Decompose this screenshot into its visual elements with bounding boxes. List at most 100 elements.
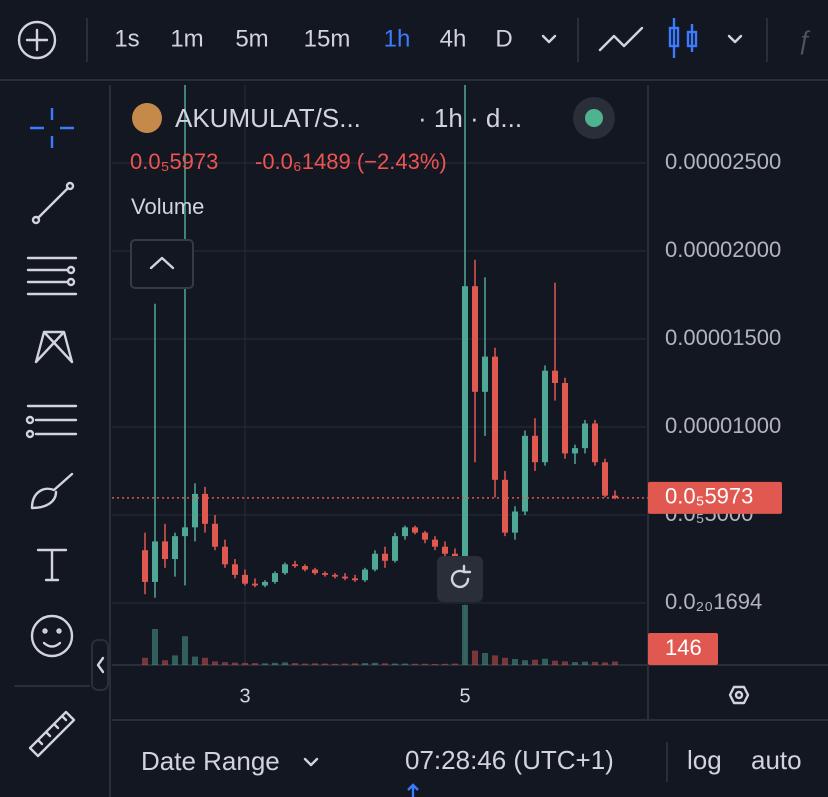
volume-bar (362, 663, 368, 665)
auto-toggle[interactable]: auto (751, 745, 802, 775)
candle-body (282, 564, 288, 574)
footer: Date Range 07:28:46 (UTC+1) log auto (141, 742, 802, 797)
trendline-tool[interactable] (31, 181, 75, 225)
volume-bar (312, 663, 318, 665)
date-range[interactable]: Date Range (141, 746, 280, 776)
volume-bar (552, 660, 558, 665)
volume-tag (648, 633, 718, 665)
volume-bar (432, 664, 438, 665)
candle-body (222, 546, 228, 565)
candle-body (342, 576, 348, 579)
volume-bar (212, 661, 218, 665)
volume-bar (332, 663, 338, 665)
volume-bar (462, 605, 468, 665)
interval-button[interactable]: 1s (114, 25, 139, 52)
pattern-tool[interactable] (34, 330, 74, 364)
text-tool[interactable] (36, 548, 68, 582)
candle-body (532, 435, 538, 463)
volume-bar (142, 657, 148, 665)
interval-button[interactable]: 15m (304, 25, 351, 52)
price-change: -0.0₆1489 (−2.43%) (255, 149, 447, 174)
candle-body (242, 574, 248, 584)
interval-button[interactable]: 1h (384, 25, 411, 52)
emoji-tool[interactable] (30, 614, 74, 658)
ruler-tool[interactable] (28, 710, 76, 758)
candle-body (522, 435, 528, 512)
candle-body (422, 532, 428, 540)
symbol: AKUMULAT/S... (175, 103, 361, 133)
candle-body (472, 286, 478, 392)
indicators[interactable]: ƒ (797, 25, 811, 55)
volume-bar (452, 663, 458, 665)
x-tick-label: 3 (239, 685, 250, 707)
interval-button[interactable]: 1m (170, 25, 203, 52)
brush-tool[interactable] (30, 472, 74, 510)
y-tick-label: 0.00002500 (665, 149, 781, 174)
lines-tool[interactable] (26, 256, 78, 296)
volume-bar (572, 662, 578, 665)
interval-button[interactable]: 5m (235, 25, 268, 52)
clock: 07:28:46 (UTC+1) (405, 745, 614, 775)
candle-body (442, 546, 448, 554)
volume-bar (302, 663, 308, 665)
candle-body (162, 541, 168, 560)
candle-body (152, 541, 158, 582)
line-style[interactable] (598, 26, 644, 52)
candle-body (552, 370, 558, 384)
volume-bar (192, 656, 198, 665)
y-tick-label: 0.00001500 (665, 325, 781, 350)
candle-body (142, 550, 148, 582)
volume-bar (152, 629, 158, 665)
interval-button[interactable]: D (495, 25, 512, 52)
volume-bar (222, 662, 228, 665)
collapse-handle[interactable] (91, 639, 109, 691)
candle-body (392, 536, 398, 561)
volume-bar (292, 663, 298, 665)
interval-menu[interactable] (541, 34, 557, 44)
crosshair-tool[interactable] (30, 108, 74, 148)
last-price: 0.0₅5973 (130, 149, 218, 174)
candle-body (192, 493, 198, 528)
log-toggle[interactable]: log (687, 745, 722, 775)
price-axis: 0.00002500 0.00002000 0.00001500 0.00001000… (665, 149, 781, 614)
settings[interactable] (728, 685, 750, 705)
candle-body (482, 356, 488, 392)
candle-body (252, 583, 258, 586)
volume-bar (372, 662, 378, 665)
candle-body (402, 527, 408, 537)
candle-body (212, 523, 218, 547)
top-toolbar: ƒ (0, 18, 828, 81)
interval-button[interactable]: 4h (440, 25, 467, 52)
candle-body (302, 566, 308, 570)
candle-style[interactable] (668, 18, 698, 58)
volume-bar (472, 650, 478, 665)
fib-tool[interactable] (25, 404, 78, 439)
symbol-avatar (132, 103, 162, 133)
add-button[interactable] (17, 20, 57, 60)
volume-bar (562, 661, 568, 665)
volume-label: 146 (665, 635, 702, 660)
volume-bar (412, 663, 418, 665)
interval: · 1h · d... (418, 103, 522, 133)
volume-bar (612, 661, 618, 665)
volume-bar (502, 657, 508, 665)
candle-body (512, 511, 518, 533)
volume-bar (282, 662, 288, 665)
candle-body (592, 423, 598, 463)
volume-bar (242, 662, 248, 665)
last-price-label: 0.0₅5973 (665, 484, 753, 509)
left-toolbar (14, 85, 111, 797)
candle-body (432, 539, 438, 547)
candle-body (542, 370, 548, 463)
collapse-legend[interactable] (130, 239, 194, 289)
volume-bar (232, 662, 238, 665)
volume-bar (402, 663, 408, 665)
candle-body (322, 573, 328, 575)
volume-bar (542, 658, 548, 665)
candle-body (202, 493, 208, 524)
style-menu[interactable] (727, 34, 743, 44)
volume-bar (262, 663, 268, 665)
x-tick-label: 5 (459, 685, 470, 707)
reset-button[interactable] (437, 556, 483, 602)
